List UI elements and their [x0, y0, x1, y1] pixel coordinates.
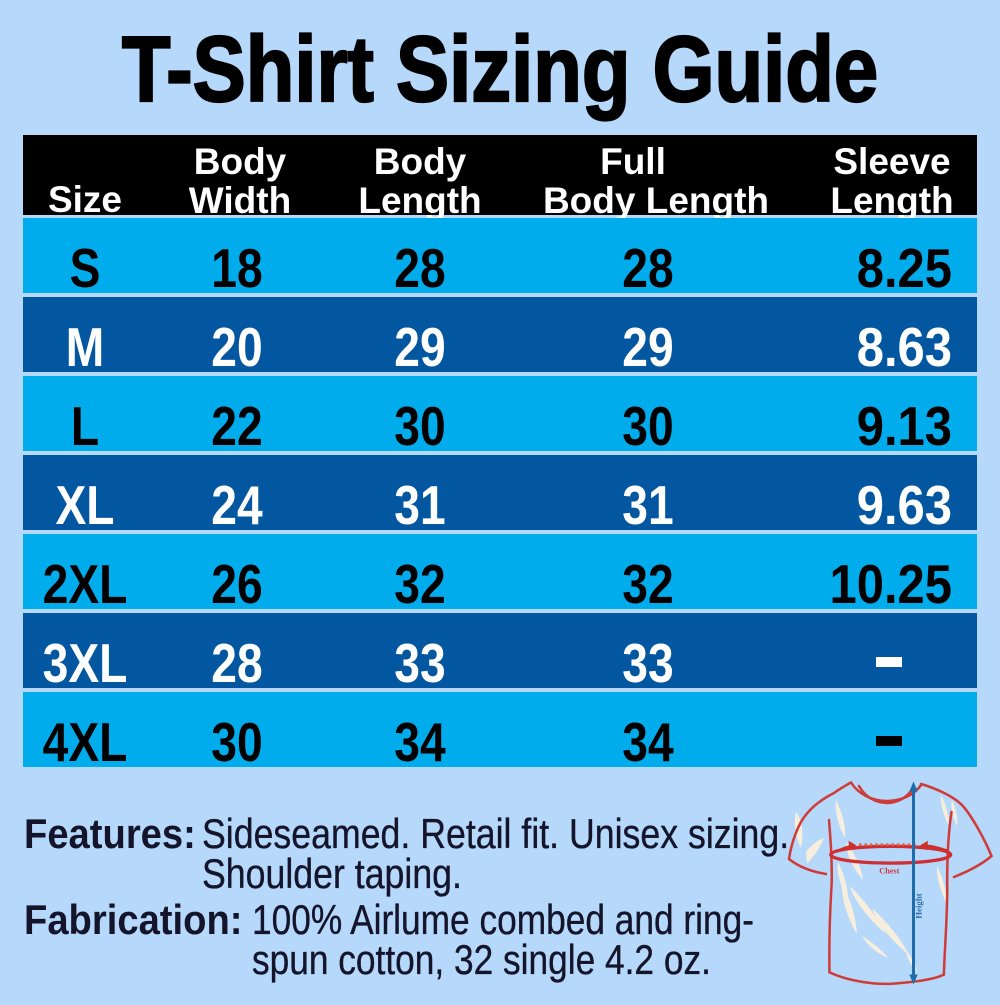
svg-text:Chest: Chest — [879, 867, 899, 876]
svg-text:Height: Height — [914, 893, 924, 918]
